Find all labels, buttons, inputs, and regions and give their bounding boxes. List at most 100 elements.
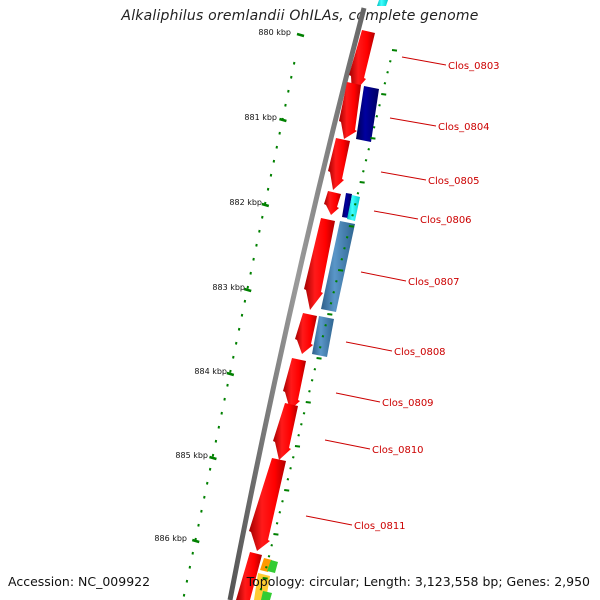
scale-tick-label: 886 kbp [154,534,187,543]
gene-arrow [356,86,379,142]
gene-label[interactable]: Clos_0809 [382,398,434,409]
scale-dot [284,103,287,107]
gene-label[interactable]: Clos_0806 [420,215,472,226]
gene-label[interactable]: Clos_0804 [438,122,490,133]
gene-callout-line [335,392,381,403]
scale-tick [279,117,287,123]
gene-callout-line [380,171,427,181]
scale-dot [275,145,279,149]
gc-mark [335,280,338,283]
gene-label[interactable]: Clos_0811 [354,521,406,532]
scale-tick-label: 881 kbp [244,113,277,122]
scale-dot [229,369,232,373]
gene-arrow [347,195,360,221]
scale-dot [220,411,223,415]
gc-mark [302,412,306,415]
gc-mark [329,302,333,305]
gc-mark [305,401,311,404]
gene-arrow [283,358,306,410]
gene-arrow [304,218,335,310]
gc-mark [286,478,290,481]
kbp-scale: 880 kbp 881 kbp 882 kbp 883 kbp 884 kbp 885 k… [154,28,305,597]
gene-callout-line [401,56,447,66]
gc-mark [284,489,290,492]
gene-arrow [249,458,286,551]
scale-dot [191,551,194,555]
gc-mark [313,368,317,371]
scale-dot [217,425,221,429]
scale-tick-label: 880 kbp [258,28,291,37]
scale-dot [205,481,209,485]
scale-tick [191,538,200,544]
gc-mark [267,555,271,558]
gc-mark [273,533,279,536]
scale-dot [182,593,186,597]
gene-arrow [261,591,272,600]
scale-dot [266,187,270,191]
scale-tick-label: 883 kbp [212,283,245,292]
scale-dot [261,215,264,219]
gene-label[interactable]: Clos_0807 [408,277,460,288]
gene-callout-line [305,515,353,526]
gc-mark [353,203,357,206]
gc-mark [337,269,344,272]
gene-label[interactable]: Clos_0810 [372,445,424,456]
scale-dot [255,243,258,247]
scale-tick [243,287,252,293]
gc-mark [259,588,263,591]
gc-mark [300,423,303,426]
gene-arrow [236,552,262,600]
scale-tick [296,32,305,38]
gc-mark [375,115,379,118]
scale-dot [214,439,218,443]
gene-callout-line [345,341,393,352]
genome-stats-text: Topology: circular; Length: 3,123,558 bp… [246,574,590,589]
gc-mark [378,104,381,107]
scale-tick [226,371,235,377]
gc-mark [389,60,392,63]
accession-text: Accession: NC_009922 [8,574,151,589]
reverse-strand-genes [254,0,388,600]
gene-arrow [324,191,341,215]
genome-backbone [227,7,367,600]
gc-mark [275,522,279,525]
scale-dot [226,383,229,387]
gc-track [259,49,398,591]
gc-mark [324,324,327,327]
scale-tick [261,202,270,208]
gene-arrow [273,403,298,460]
gc-mark [359,181,365,184]
scale-dot [185,579,189,583]
gc-mark [321,335,325,338]
gc-mark [381,93,387,96]
map-title: Alkaliphilus oremlandii OhILAs, complete… [121,8,479,24]
gene-callout-line [360,271,407,282]
gc-mark [265,566,268,569]
gene-label[interactable]: Clos_0805 [428,176,480,187]
gc-mark [316,357,322,360]
gc-mark [294,445,301,448]
gc-mark [318,346,322,349]
gc-mark [370,137,376,140]
scale-dot [269,173,273,177]
gene-label[interactable]: Clos_0803 [448,61,500,72]
gc-mark [372,126,376,129]
scale-dot [246,285,250,289]
gc-mark [262,577,268,580]
gc-mark [327,313,333,316]
gc-mark [351,214,354,217]
gc-mark [356,192,360,195]
scale-dot [197,523,200,527]
scale-dot [243,299,247,303]
forward-strand-genes [236,30,375,600]
gc-mark [291,456,295,459]
gc-mark [348,225,354,228]
scale-dot [290,75,293,79]
gc-mark [367,148,371,151]
gene-callout-line [324,439,371,450]
scale-dot [258,229,261,233]
gene-labels: Clos_0803 Clos_0804 Clos_0805 Clos_0806 Clos… [305,56,500,532]
scale-dot [249,271,252,275]
gene-label[interactable]: Clos_0808 [394,347,446,358]
